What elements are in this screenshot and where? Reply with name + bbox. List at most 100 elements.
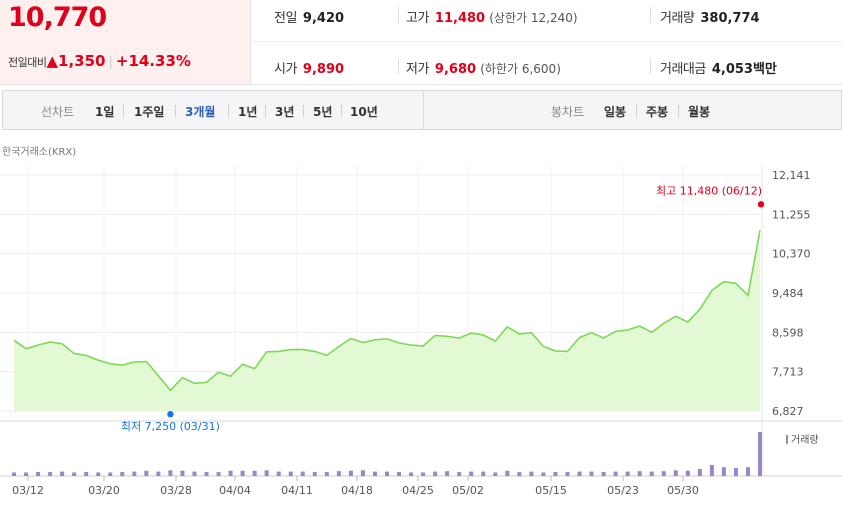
price-change-percent: +14.33% <box>115 52 191 70</box>
volume-bar <box>613 471 618 476</box>
volume-bar <box>697 468 702 476</box>
upper-limit-value: 12,240 <box>530 11 573 25</box>
volume-bar <box>517 472 522 476</box>
tab-3m[interactable]: 3개월 <box>185 105 216 119</box>
volume-bar <box>385 471 389 476</box>
tab-1w[interactable]: 1주일 <box>134 105 165 119</box>
volume-bar <box>132 471 137 476</box>
volume-bar <box>288 471 293 476</box>
x-tick-label: 03/20 <box>88 484 120 497</box>
volume-bar <box>685 470 690 476</box>
volume-bar <box>204 472 209 476</box>
volume-bar <box>445 471 450 476</box>
x-tick-label: 05/02 <box>452 484 484 497</box>
stat-value: 11,480 <box>434 11 486 26</box>
low-marker <box>167 411 174 418</box>
stat-open: 시가 9,890 <box>274 58 344 77</box>
volume-bar <box>120 472 125 476</box>
volume-bar <box>192 471 197 476</box>
volume-bar <box>649 471 654 476</box>
volume-bar <box>180 470 185 476</box>
y-tick-label: 6,827 <box>772 405 804 418</box>
stat-label: 시가 <box>274 62 297 77</box>
volume-bar <box>24 472 29 476</box>
volume-bar <box>48 472 53 476</box>
volume-bar <box>324 472 329 476</box>
x-tick-label: 05/15 <box>535 484 567 497</box>
volume-bar <box>312 472 317 476</box>
tab-3y[interactable]: 3년 <box>275 105 295 119</box>
volume-legend: 거래량 <box>791 434 819 446</box>
volume-bar <box>469 471 474 476</box>
stat-label: 전일 <box>274 11 297 26</box>
stat-volume: 거래량 380,774 <box>660 7 760 26</box>
tab-5y[interactable]: 5년 <box>313 105 333 119</box>
x-tick-label: 05/30 <box>667 484 699 497</box>
stat-value: 9,420 <box>302 11 345 26</box>
high-annotation: 최고 11,480 (06/12) <box>656 184 762 197</box>
volume-bar <box>228 470 233 476</box>
volume-bar <box>216 472 221 476</box>
lower-limit-label: 하한가 <box>484 62 518 76</box>
volume-bar <box>168 470 173 476</box>
volume-bar <box>661 471 666 476</box>
volume-bar <box>577 471 582 476</box>
tab-weekly[interactable]: 주봉 <box>646 105 669 119</box>
volume-bar <box>409 472 414 476</box>
price-line <box>13 229 761 392</box>
up-arrow-icon: ▲ <box>46 52 59 70</box>
y-tick-label: 8,598 <box>772 326 804 339</box>
price-change-row: 전일대비▲1,350 | +14.33% <box>8 52 191 70</box>
volume-bar <box>144 470 149 476</box>
x-tick-label: 03/28 <box>160 484 192 497</box>
tab-monthly[interactable]: 월봉 <box>688 105 711 119</box>
volume-bar <box>709 465 714 476</box>
chart-tab-bar: 선차트 1일 1주일 3개월 1년 3년 5년 10년 봉차트 일봉 주봉 월봉 <box>2 90 842 130</box>
volume-bar <box>589 471 594 476</box>
stat-amount: 거래대금 4,053백만 <box>660 58 777 77</box>
tab-10y[interactable]: 10년 <box>350 105 378 119</box>
volume-bar <box>397 472 402 476</box>
y-tick-label: 7,713 <box>772 366 804 379</box>
volume-bar <box>36 472 41 476</box>
line-chart-label: 선차트 <box>41 105 75 119</box>
volume-bar <box>745 467 750 476</box>
tab-1y[interactable]: 1년 <box>238 105 258 119</box>
volume-bar <box>108 472 113 476</box>
tab-daily[interactable]: 일봉 <box>604 105 627 119</box>
volume-bar <box>240 470 245 476</box>
volume-bar <box>565 472 570 476</box>
y-tick-label: 11,255 <box>772 208 811 221</box>
stat-high: 고가 11,480 (상한가 12,240) <box>406 11 578 26</box>
volume-legend-swatch <box>786 435 788 444</box>
current-price: 10,770 <box>8 2 107 33</box>
volume-bar <box>96 472 101 476</box>
volume-bar <box>72 472 77 476</box>
volume-bar <box>60 471 65 476</box>
volume-bar <box>276 471 281 476</box>
change-label: 전일대비 <box>8 56 47 69</box>
x-tick-label: 03/12 <box>12 484 44 497</box>
volume-bar <box>673 470 678 476</box>
stat-value: 4,053 <box>711 62 753 77</box>
volume-bar <box>372 471 377 476</box>
volume-bar <box>637 471 642 476</box>
low-annotation: 최저 7,250 (03/31) <box>121 420 220 433</box>
tab-1d[interactable]: 1일 <box>95 105 115 119</box>
stat-value: 9,680 <box>434 62 477 77</box>
volume-bar <box>601 472 606 476</box>
volume-bar <box>721 467 726 476</box>
volume-bar <box>481 471 486 476</box>
volume-bar <box>156 471 161 476</box>
high-marker <box>757 201 765 208</box>
y-tick-label: 12,141 <box>772 169 811 182</box>
volume-bar <box>300 471 305 476</box>
volume-bar <box>12 472 16 476</box>
lower-limit-value: 6,600 <box>521 62 557 76</box>
price-stats-table: 전일 9,420 고가 11,480 (상한가 12,240) 거래량 380,774… <box>250 0 842 85</box>
volume-bar <box>758 432 762 476</box>
volume-bar <box>553 472 558 476</box>
x-tick-label: 04/11 <box>281 484 313 497</box>
volume-bar <box>252 470 257 476</box>
